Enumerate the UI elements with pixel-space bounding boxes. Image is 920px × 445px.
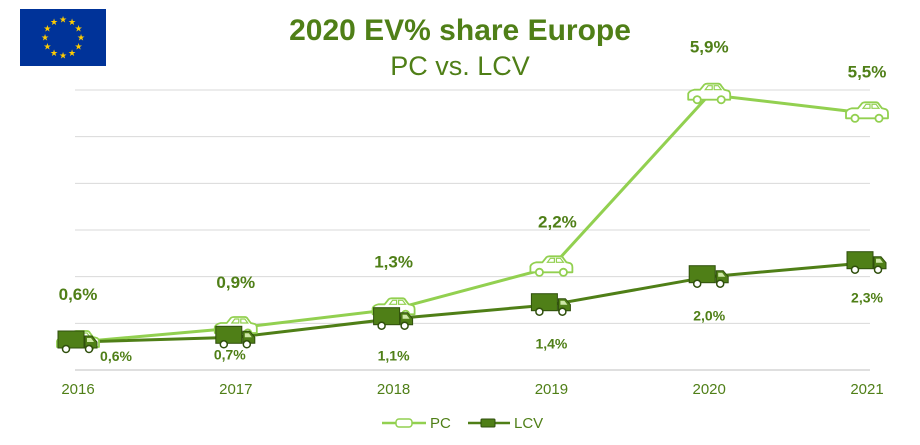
chart-subtitle: PC vs. LCV: [390, 51, 530, 81]
data-label-lcv: 1,4%: [535, 336, 567, 352]
x-tick-label: 2020: [693, 381, 726, 398]
data-label-lcv: 1,1%: [378, 348, 410, 364]
x-tick-label: 2017: [219, 381, 252, 398]
data-labels: 0,6% 0,9% 1,3% 2,2% 5,9% 5,5% 0,6% 0,7% 1,1% 1,4%…: [59, 38, 887, 364]
series-line-lcv: [77, 261, 868, 344]
car-icon: [845, 101, 889, 123]
legend-label-lcv: LCV: [514, 415, 543, 432]
x-axis: 2016 2017 2018 2019 2020 2021: [61, 381, 883, 398]
gridlines: [75, 89, 870, 371]
car-icon: [529, 255, 574, 277]
van-icon: [57, 330, 98, 354]
x-tick-label: 2019: [535, 381, 568, 398]
data-label-pc: 0,9%: [216, 273, 255, 292]
series: [56, 82, 889, 354]
van-icon: [688, 265, 729, 288]
legend-item-pc[interactable]: PC: [382, 415, 451, 432]
flag-star: ★: [59, 52, 67, 62]
flag-star: ★: [59, 16, 67, 26]
legend-label-pc: PC: [430, 415, 451, 432]
chart-title: 2020 EV% share Europe: [289, 14, 631, 47]
flag-star: ★: [68, 18, 76, 28]
van-icon: [373, 307, 414, 330]
data-label-pc: 1,3%: [374, 252, 413, 271]
flag-star: ★: [41, 34, 49, 44]
data-label-lcv: 2,3%: [851, 290, 883, 306]
van-icon: [530, 293, 571, 316]
van-icon: [215, 325, 256, 349]
flag-star: ★: [75, 25, 83, 35]
flag-star: ★: [68, 49, 76, 59]
data-label-pc: 0,6%: [59, 285, 98, 304]
data-label-lcv: 2,0%: [693, 308, 725, 324]
data-label-lcv: 0,7%: [214, 346, 246, 362]
data-label-pc: 5,5%: [848, 62, 887, 81]
data-label-lcv: 0,6%: [100, 348, 132, 364]
legend-item-lcv[interactable]: LCV: [468, 415, 543, 432]
flag-star: ★: [43, 25, 51, 35]
flag-star: ★: [43, 43, 51, 53]
x-tick-label: 2016: [61, 381, 94, 398]
x-tick-label: 2021: [850, 381, 883, 398]
data-label-pc: 5,9%: [690, 38, 729, 57]
flag-star: ★: [77, 34, 85, 44]
x-tick-label: 2018: [377, 381, 410, 398]
flag-star: ★: [50, 49, 58, 59]
data-label-pc: 2,2%: [538, 212, 577, 231]
series-line-pc: [77, 93, 868, 344]
flag-star: ★: [50, 18, 58, 28]
flag-star: ★: [75, 43, 83, 53]
van-icon: [846, 251, 887, 274]
car-icon: [687, 82, 732, 105]
legend: PC LCV: [382, 415, 543, 432]
eu-flag-icon: ★ ★★★★★★★★★★★: [20, 9, 106, 66]
